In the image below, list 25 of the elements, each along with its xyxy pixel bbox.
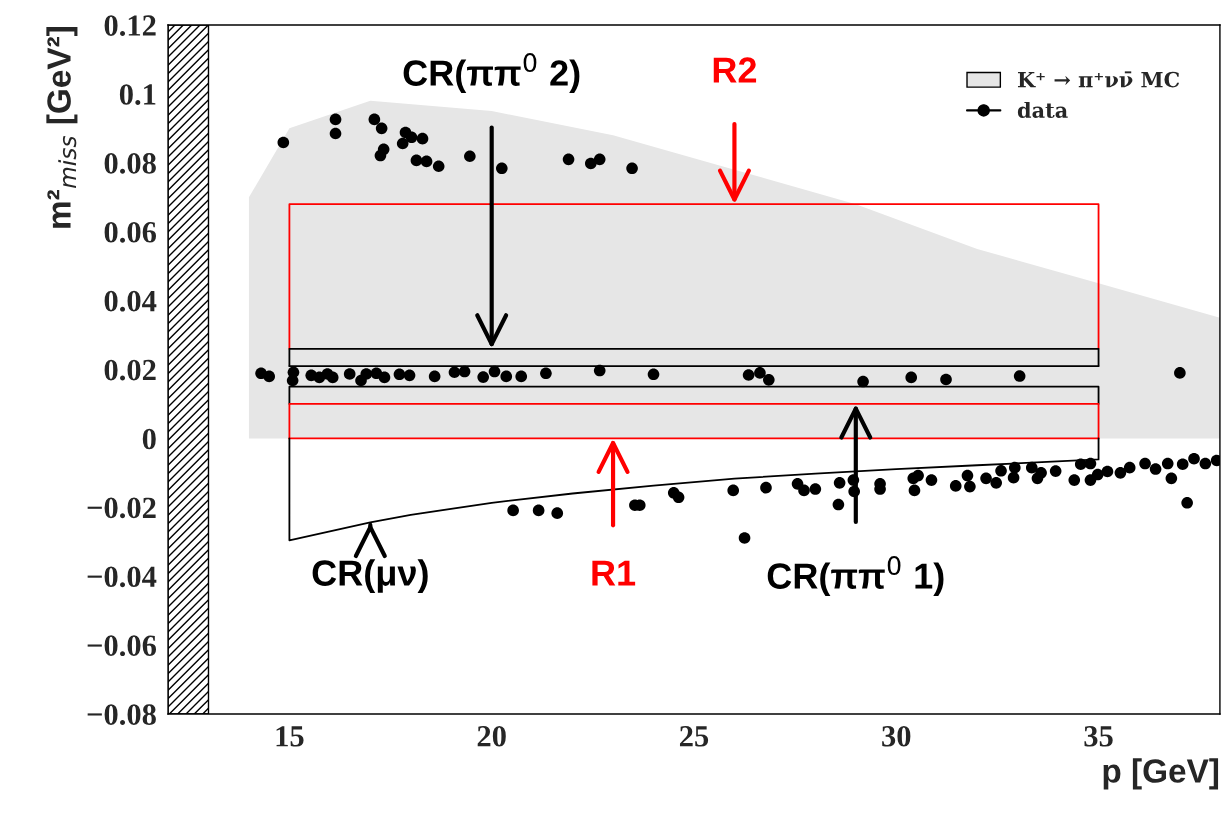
y-tick-label: 0.04 — [104, 290, 157, 312]
legend-label: data — [1017, 101, 1068, 118]
y-axis-title: m²$_{miss}$ [GeV²] — [46, 27, 78, 228]
x-tick-label: 15 — [276, 726, 304, 747]
annotation: R2 — [713, 57, 757, 83]
y-tick-label: −0.04 — [87, 566, 157, 588]
annotation: CR(μν) — [312, 559, 428, 594]
y-tick-label: 0.02 — [104, 359, 156, 381]
x-tick-label: 30 — [882, 725, 911, 747]
y-tick-label: −0.06 — [87, 635, 157, 657]
y-tick-label: 0.08 — [104, 153, 156, 174]
y-tick-label: 0.1 — [119, 84, 156, 105]
annotation: R1 — [592, 560, 636, 586]
x-tick-label: 25 — [679, 726, 709, 747]
annotation: CR(ππ$^{0}$ 1) — [767, 555, 944, 597]
y-tick-label: 0 — [142, 428, 156, 450]
y-tick-label: −0.02 — [87, 497, 156, 519]
y-tick-label: 0.12 — [104, 15, 156, 37]
annotation: CR(ππ$^{0}$ 2) — [403, 53, 580, 94]
x-tick-label: 35 — [1084, 726, 1113, 747]
legend-label: K⁺ → π⁺νν̄ MC — [1017, 71, 1180, 88]
x-tick-label: 20 — [477, 725, 506, 747]
x-axis-title: p [GeV] — [1103, 758, 1219, 790]
y-tick-label: 0.06 — [104, 221, 157, 243]
y-tick-label: −0.08 — [87, 704, 156, 726]
